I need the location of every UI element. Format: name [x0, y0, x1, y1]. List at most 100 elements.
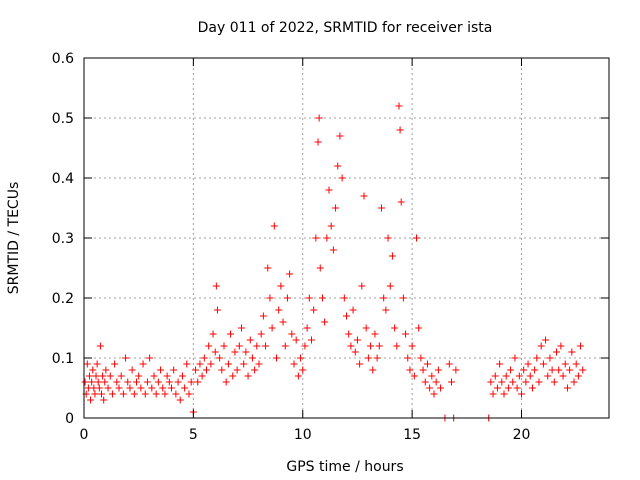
data-point	[137, 384, 145, 392]
data-point	[209, 330, 217, 338]
data-point	[266, 294, 274, 302]
data-point	[170, 366, 178, 374]
data-point	[301, 342, 309, 350]
data-point	[106, 372, 114, 380]
data-point	[292, 336, 300, 344]
data-point	[419, 366, 427, 374]
data-point	[531, 366, 539, 374]
data-point	[303, 324, 311, 332]
data-point	[262, 342, 270, 350]
data-point	[496, 360, 504, 368]
data-point	[448, 378, 455, 386]
data-point	[511, 354, 519, 362]
data-point	[99, 372, 107, 380]
data-point	[338, 174, 346, 182]
data-point	[187, 378, 195, 386]
data-point	[240, 360, 248, 368]
data-point	[555, 366, 563, 374]
data-point	[334, 162, 342, 170]
data-point	[413, 234, 420, 242]
data-point	[135, 372, 143, 380]
data-point	[178, 372, 186, 380]
data-point	[213, 306, 221, 314]
data-point	[133, 378, 140, 386]
data-point	[351, 348, 359, 356]
data-point	[100, 396, 108, 404]
data-point	[198, 372, 206, 380]
x-tick-label: 15	[403, 427, 421, 443]
data-point	[452, 366, 460, 374]
data-point	[216, 354, 224, 362]
data-point	[281, 342, 289, 350]
data-point	[336, 132, 344, 140]
data-point	[520, 366, 528, 374]
x-tick-label: 10	[294, 427, 312, 443]
data-point	[111, 360, 119, 368]
data-point	[233, 366, 241, 374]
data-point	[362, 324, 370, 332]
data-point	[229, 372, 237, 380]
data-point	[500, 390, 508, 398]
data-point	[378, 204, 385, 212]
data-point	[200, 354, 208, 362]
data-point	[194, 378, 202, 386]
data-point	[550, 378, 558, 386]
data-point	[87, 396, 95, 404]
data-point	[139, 360, 147, 368]
data-point	[220, 342, 228, 350]
data-point	[577, 342, 585, 350]
data-point	[257, 330, 265, 338]
data-point	[360, 192, 368, 200]
data-point	[445, 360, 453, 368]
data-point	[85, 372, 93, 380]
data-point	[231, 348, 239, 356]
data-point	[396, 126, 404, 134]
data-point	[148, 384, 156, 392]
data-point	[421, 378, 429, 386]
data-point	[176, 396, 184, 404]
data-point	[119, 390, 127, 398]
data-point	[93, 360, 101, 368]
data-point	[327, 222, 335, 230]
data-point	[277, 282, 285, 290]
data-point	[388, 252, 396, 260]
data-point	[522, 378, 530, 386]
data-point	[515, 372, 523, 380]
axis-ticks: 0 0.1 0.2 0.3 0.4 0.5 0.6 0 5 10 15 20	[52, 51, 609, 443]
data-point	[533, 354, 541, 362]
y-tick-label: 0.3	[52, 231, 74, 247]
data-point	[386, 282, 394, 290]
data-point	[566, 366, 574, 374]
data-point	[286, 270, 294, 278]
data-point	[157, 366, 165, 374]
data-point	[95, 384, 103, 392]
data-point	[163, 372, 171, 380]
data-point	[391, 324, 399, 332]
data-point	[380, 294, 388, 302]
data-point	[192, 366, 200, 374]
data-point	[92, 372, 100, 380]
data-point	[559, 372, 567, 380]
data-point	[314, 138, 322, 146]
data-point	[329, 246, 337, 254]
data-point	[174, 378, 182, 386]
data-point	[94, 378, 102, 386]
data-point	[270, 222, 278, 230]
y-tick-label: 0	[65, 411, 74, 427]
data-point	[353, 336, 361, 344]
x-tick-label: 20	[513, 427, 531, 443]
data-point	[172, 390, 180, 398]
data-point	[430, 390, 438, 398]
data-point	[563, 384, 571, 392]
data-point	[340, 294, 348, 302]
y-tick-label: 0.4	[52, 171, 74, 187]
data-point	[218, 366, 226, 374]
data-point	[432, 378, 440, 386]
data-point	[152, 390, 160, 398]
data-point	[561, 360, 569, 368]
data-point	[332, 204, 340, 212]
data-point	[356, 360, 364, 368]
x-tick-label: 0	[80, 427, 89, 443]
data-point	[498, 378, 506, 386]
